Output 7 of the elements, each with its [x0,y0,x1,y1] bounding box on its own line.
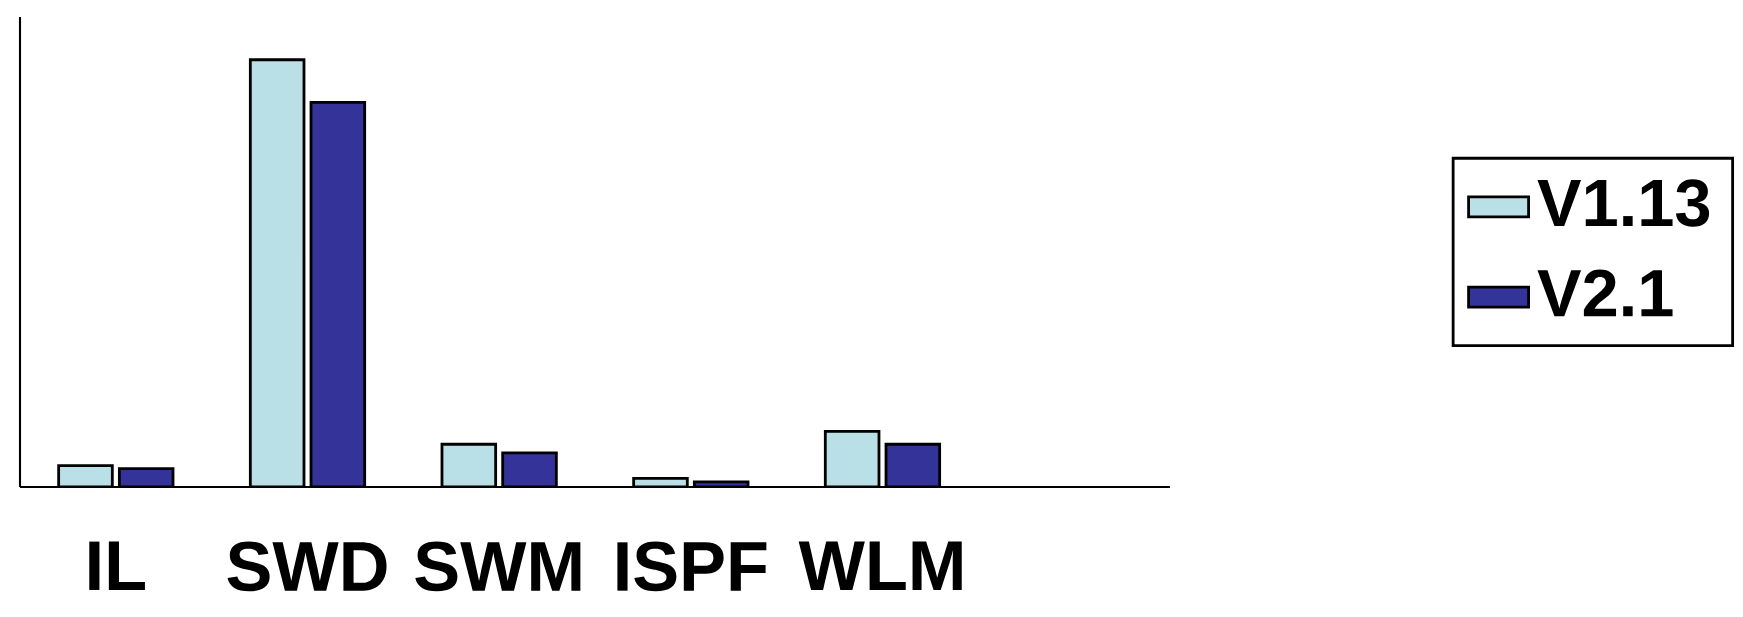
x-tick-label: WLM [798,541,962,590]
x-tick-label: SWD [227,541,387,592]
x-tick-label: ISPF [617,541,767,592]
x-tick-label: IL [89,541,145,590]
legend-label: V2.1 [1537,269,1673,317]
x-tick-label: SWM [415,541,581,592]
legend-label: V1.13 [1537,179,1710,227]
